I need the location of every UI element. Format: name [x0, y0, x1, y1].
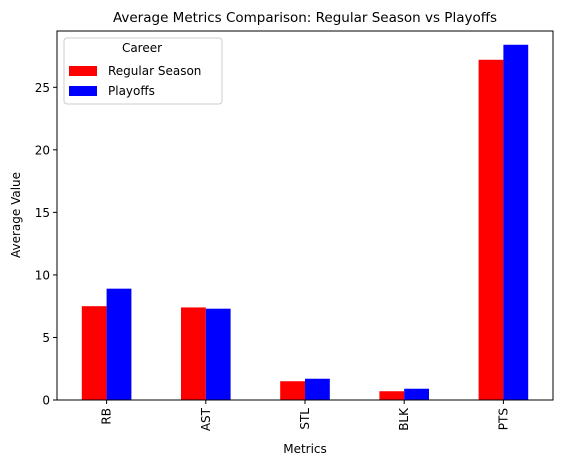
bar-regular-season-pts: [478, 59, 504, 401]
bar-playoffs-ast: [205, 308, 231, 400]
x-tick-label: BLK: [397, 407, 411, 431]
x-axis: RB AST STL BLK PTS: [100, 400, 510, 431]
legend: Career Regular Season Playoffs: [63, 37, 223, 105]
bar-playoffs-blk: [404, 388, 429, 400]
y-tick-label: 20: [35, 143, 50, 157]
y-tick-label: 25: [35, 81, 50, 95]
y-tick-label: 0: [42, 394, 50, 408]
bar-playoffs-rb: [106, 288, 132, 400]
bar-regular-season-blk: [379, 391, 405, 400]
bar-playoffs-pts: [503, 44, 529, 400]
x-tick-label: RB: [100, 408, 114, 425]
bar-regular-season-ast: [181, 307, 206, 400]
bar-regular-season-rb: [81, 306, 107, 400]
y-tick-label: 15: [35, 206, 50, 220]
y-tick-label: 5: [42, 331, 50, 345]
y-axis: 0 5 10 15 20 25: [35, 81, 57, 408]
legend-swatch-regular-season: [69, 66, 97, 76]
bars-group: [81, 44, 529, 401]
y-tick-label: 10: [35, 268, 50, 282]
plot-frame: [56, 30, 554, 401]
legend-box: [63, 37, 223, 105]
bar-regular-season-stl: [280, 381, 305, 400]
legend-title: Career: [122, 41, 162, 55]
chart-title: Average Metrics Comparison: Regular Seas…: [113, 10, 497, 26]
x-axis-label: Metrics: [283, 442, 327, 456]
legend-swatch-playoffs: [69, 86, 97, 96]
bar-playoffs-stl: [305, 378, 330, 400]
x-tick-label: AST: [199, 407, 213, 431]
y-axis-label: Average Value: [9, 172, 23, 258]
legend-label-playoffs: Playoffs: [108, 84, 155, 98]
x-tick-label: STL: [298, 408, 312, 430]
x-tick-label: PTS: [496, 408, 510, 430]
legend-label-regular-season: Regular Season: [108, 64, 201, 78]
